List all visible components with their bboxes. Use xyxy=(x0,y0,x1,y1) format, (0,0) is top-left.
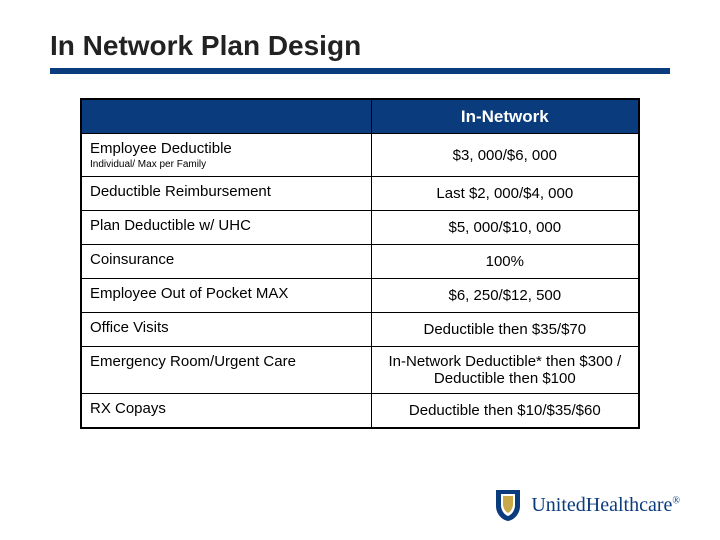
table-row: RX Copays Deductible then $10/$35/$60 xyxy=(82,394,639,428)
row-value: 100% xyxy=(371,245,638,279)
row-label-text: Emergency Room/Urgent Care xyxy=(90,353,296,370)
row-value: In-Network Deductible* then $300 / Deduc… xyxy=(371,347,638,394)
row-value: $3, 000/$6, 000 xyxy=(371,134,638,177)
slide-title: In Network Plan Design xyxy=(50,30,680,62)
table-header-blank xyxy=(82,100,372,134)
table-row: Plan Deductible w/ UHC $5, 000/$10, 000 xyxy=(82,211,639,245)
row-label: Plan Deductible w/ UHC xyxy=(82,211,372,245)
slide: In Network Plan Design In-Network Employ… xyxy=(0,0,720,540)
row-label: Coinsurance xyxy=(82,245,372,279)
logo-name: UnitedHealthcare xyxy=(531,494,672,516)
logo-text: UnitedHealthcare® xyxy=(531,494,680,517)
row-label-text: Deductible Reimbursement xyxy=(90,183,271,200)
shield-icon xyxy=(493,488,523,522)
table-row: Deductible Reimbursement Last $2, 000/$4,… xyxy=(82,177,639,211)
row-label: Emergency Room/Urgent Care xyxy=(82,347,372,394)
plan-table: In-Network Employee Deductible Individual… xyxy=(81,99,639,428)
row-label-text: Coinsurance xyxy=(90,251,174,268)
row-label: Employee Deductible Individual/ Max per F… xyxy=(82,134,372,177)
row-label-text: Plan Deductible w/ UHC xyxy=(90,217,251,234)
row-label-text: RX Copays xyxy=(90,400,166,417)
title-underline xyxy=(50,68,670,74)
table-row: Emergency Room/Urgent Care In-Network Ded… xyxy=(82,347,639,394)
row-value: $6, 250/$12, 500 xyxy=(371,279,638,313)
row-label-text: Employee Deductible xyxy=(90,140,232,157)
table-row: Coinsurance 100% xyxy=(82,245,639,279)
logo-reg: ® xyxy=(672,495,680,506)
row-value: Last $2, 000/$4, 000 xyxy=(371,177,638,211)
row-label: Office Visits xyxy=(82,313,372,347)
table-row: Office Visits Deductible then $35/$70 xyxy=(82,313,639,347)
row-sublabel: Individual/ Max per Family xyxy=(90,159,363,170)
row-label-text: Office Visits xyxy=(90,319,169,336)
row-label-text: Employee Out of Pocket MAX xyxy=(90,285,288,302)
table-row: Employee Deductible Individual/ Max per F… xyxy=(82,134,639,177)
row-value: Deductible then $10/$35/$60 xyxy=(371,394,638,428)
row-label: RX Copays xyxy=(82,394,372,428)
row-value: Deductible then $35/$70 xyxy=(371,313,638,347)
uhc-logo: UnitedHealthcare® xyxy=(493,488,680,522)
table-header-in-network: In-Network xyxy=(371,100,638,134)
table-row: Employee Out of Pocket MAX $6, 250/$12, 5… xyxy=(82,279,639,313)
plan-table-wrap: In-Network Employee Deductible Individual… xyxy=(80,98,640,429)
row-label: Deductible Reimbursement xyxy=(82,177,372,211)
row-label: Employee Out of Pocket MAX xyxy=(82,279,372,313)
row-value: $5, 000/$10, 000 xyxy=(371,211,638,245)
